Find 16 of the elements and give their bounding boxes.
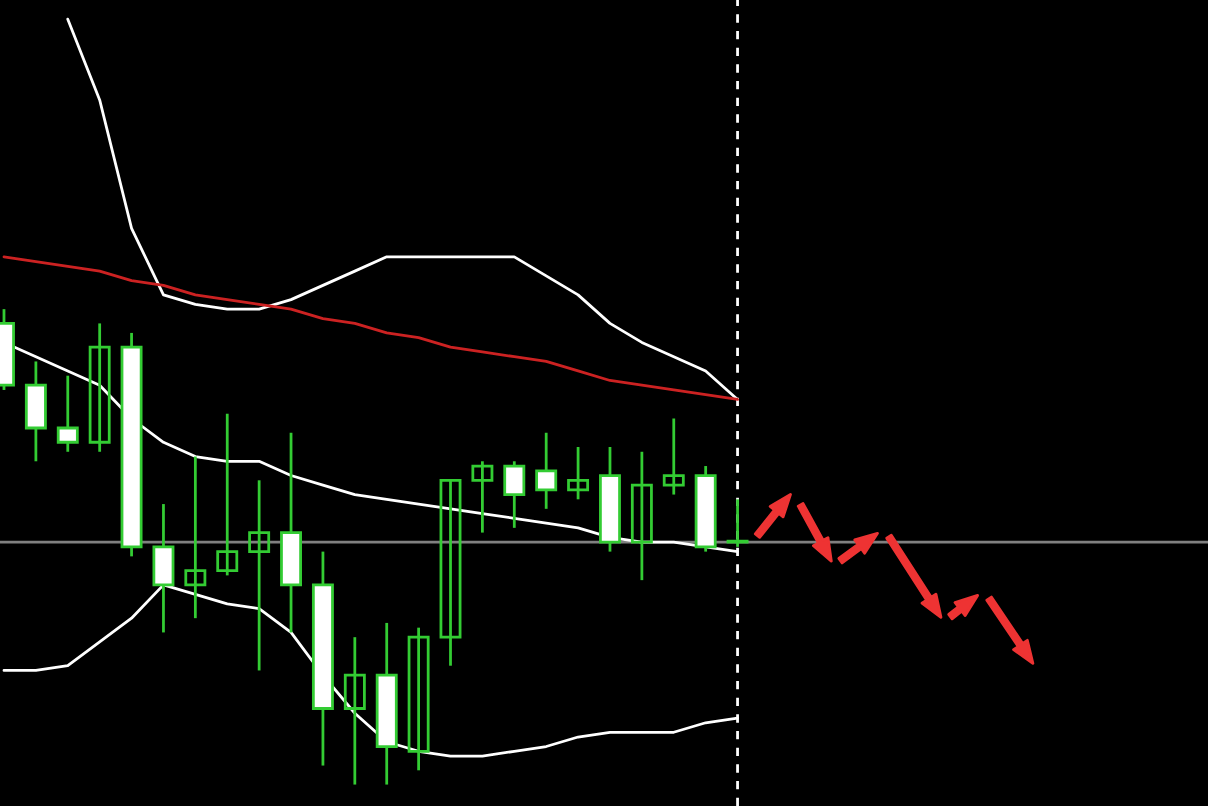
candlestick [343, 635, 366, 786]
candlestick [88, 322, 111, 454]
candlestick [630, 450, 653, 582]
candlestick [662, 417, 685, 496]
candlestick [567, 445, 590, 501]
candlestick [726, 497, 749, 549]
candlestick [535, 431, 558, 511]
candlestick [439, 478, 462, 668]
candlestick [248, 478, 271, 672]
candlestick [503, 459, 526, 530]
candlestick [216, 412, 239, 577]
candlestick [56, 374, 79, 454]
candlestick [184, 455, 207, 620]
candlestick [24, 360, 47, 463]
candlestick [407, 626, 430, 772]
candlestick [471, 459, 494, 534]
